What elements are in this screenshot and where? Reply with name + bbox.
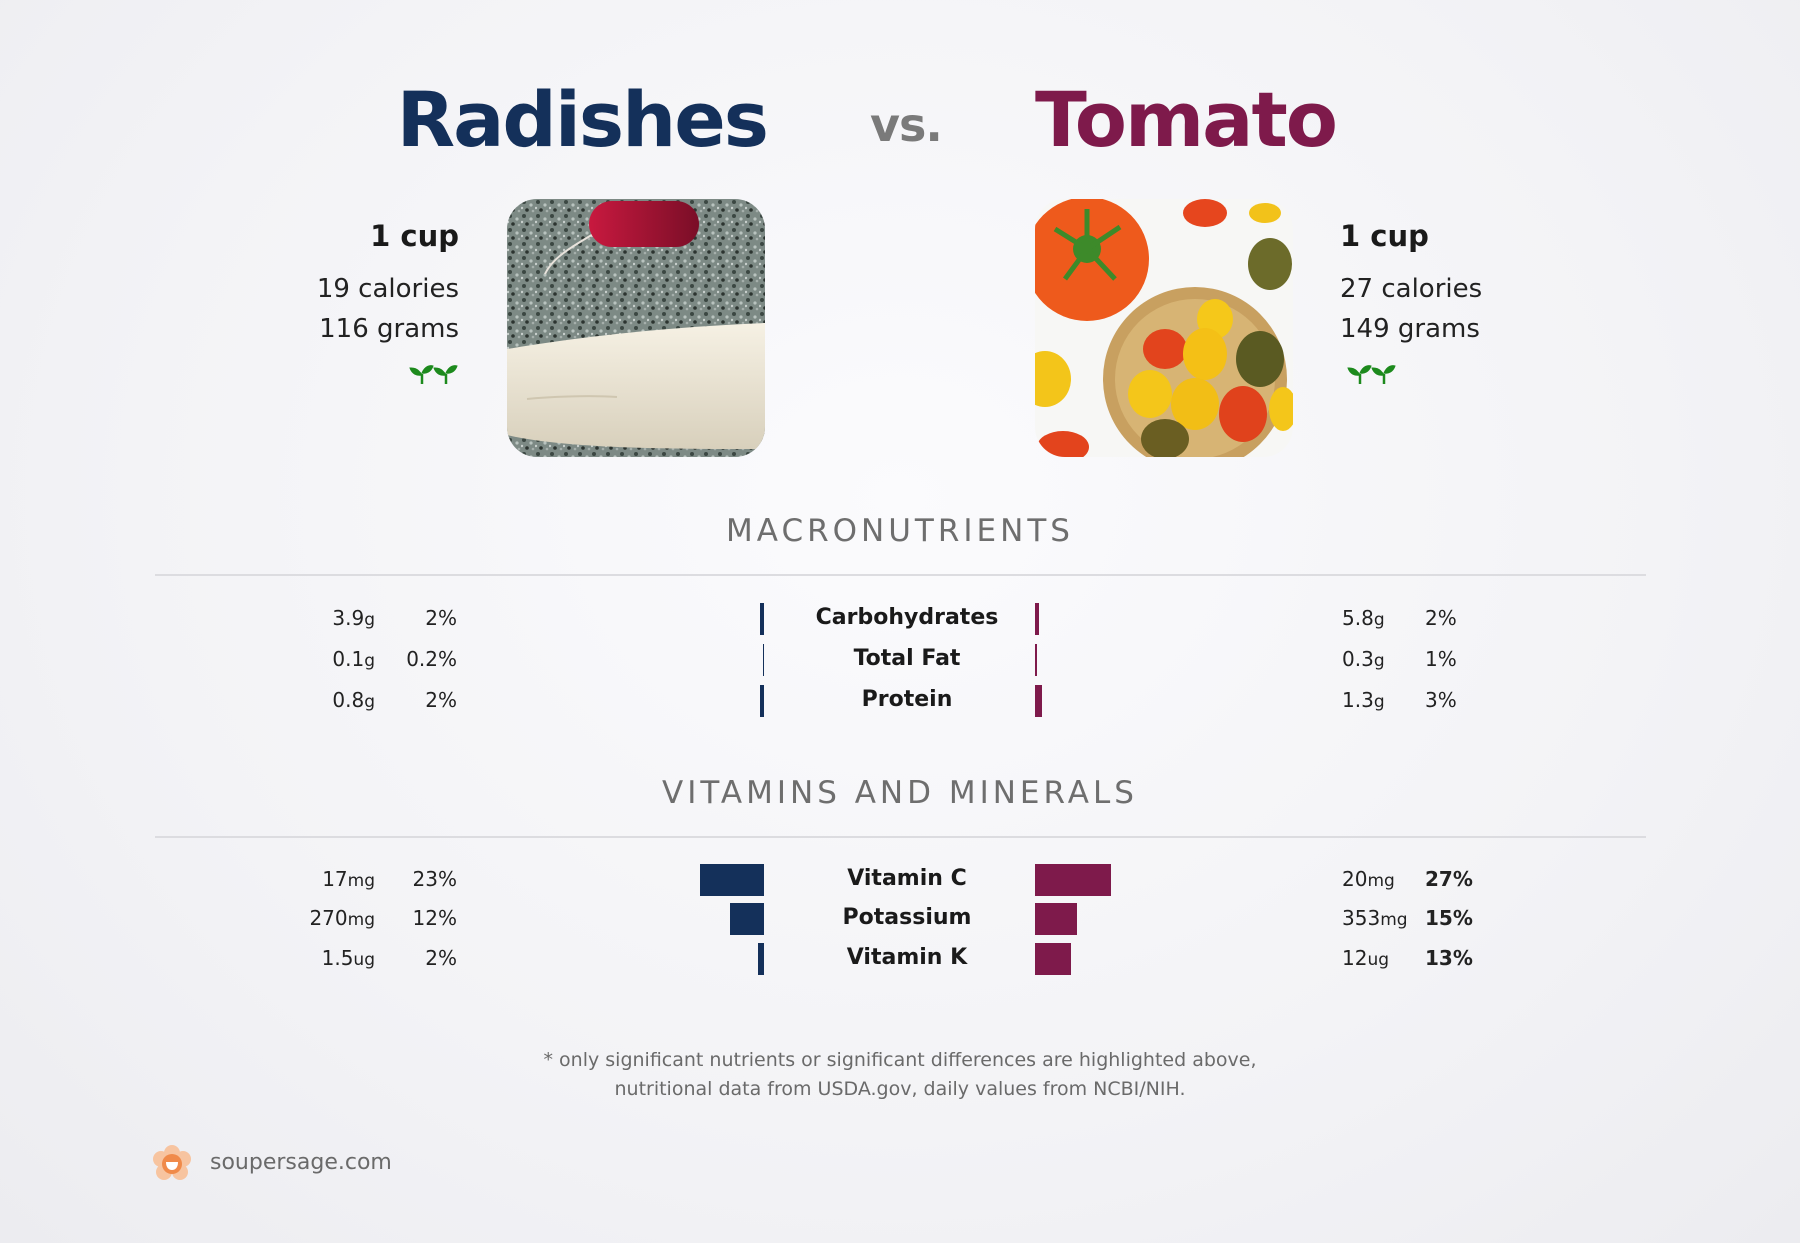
unit-label: ug (1367, 950, 1390, 970)
left-bar (758, 943, 764, 975)
unit-label: g (364, 651, 375, 671)
left-percent: 0.2% (406, 647, 457, 671)
left-calories: 19 calories (316, 274, 459, 304)
right-percent: 2% (1425, 606, 1457, 630)
nutrient-label: Vitamin K (846, 945, 968, 970)
unit-label: mg (347, 910, 375, 930)
right-amount: 12ug (1342, 946, 1390, 970)
footnote-line-2: nutritional data from USDA.gov, daily va… (614, 1078, 1186, 1100)
sprout-icon (1347, 365, 1396, 384)
divider (155, 574, 1646, 576)
right-amount: 0.3g (1342, 647, 1385, 671)
nutrient-label: Vitamin C (847, 866, 967, 891)
left-bar (699, 864, 764, 896)
left-percent: 2% (425, 688, 457, 712)
right-bar (1035, 603, 1040, 635)
unit-label: mg (347, 871, 375, 891)
left-percent: 23% (412, 867, 457, 891)
right-percent: 1% (1425, 647, 1457, 671)
left-amount: 0.1g (332, 647, 375, 671)
nutrient-label: Potassium (842, 905, 972, 930)
left-amount: 1.5ug (321, 946, 375, 970)
right-percent: 13% (1425, 946, 1473, 970)
left-percent: 2% (425, 606, 457, 630)
tomato-photo (1035, 199, 1293, 457)
sprout-icon (409, 365, 458, 384)
right-bar (1035, 903, 1077, 935)
soupersage-logo-icon (153, 1145, 191, 1180)
nutrient-label: Protein (861, 687, 953, 712)
divider (155, 836, 1646, 838)
vitamins-title: VITAMINS AND MINERALS (662, 775, 1138, 811)
left-bar (762, 644, 764, 676)
right-percent: 3% (1425, 688, 1457, 712)
left-bar (759, 603, 764, 635)
unit-label: g (1373, 610, 1385, 630)
left-percent: 12% (412, 906, 457, 930)
right-amount: 353mg (1342, 906, 1408, 930)
right-amount: 1.3g (1342, 688, 1385, 712)
left-serving: 1 cup (370, 219, 459, 253)
left-amount: 270mg (309, 906, 375, 930)
left-amount: 17mg (322, 867, 375, 891)
right-bar (1035, 864, 1111, 896)
macronutrients-title: MACRONUTRIENTS (726, 513, 1074, 549)
unit-label: ug (353, 950, 375, 970)
unit-label: mg (1367, 871, 1395, 891)
right-bar (1035, 685, 1042, 717)
right-calories: 27 calories (1340, 274, 1483, 304)
left-amount: 0.8g (332, 688, 375, 712)
nutrient-label: Carbohydrates (815, 605, 999, 630)
right-percent: 15% (1425, 906, 1473, 930)
right-grams: 149 grams (1340, 314, 1480, 344)
left-amount: 3.9g (332, 606, 375, 630)
unit-label: mg (1380, 910, 1408, 930)
left-percent: 2% (425, 946, 457, 970)
unit-label: g (1373, 692, 1385, 712)
unit-label: g (364, 692, 375, 712)
radish-photo (507, 199, 765, 457)
vs-label: vs. (870, 98, 943, 152)
left-food-title: Radishes (396, 75, 769, 164)
right-food-title: Tomato (1035, 75, 1338, 164)
left-bar (730, 903, 764, 935)
right-serving: 1 cup (1340, 219, 1429, 253)
right-bar (1035, 644, 1038, 676)
nutrient-label: Total Fat (853, 646, 961, 671)
unit-label: g (364, 610, 375, 630)
left-bar (759, 685, 764, 717)
right-percent: 27% (1425, 867, 1473, 891)
unit-label: g (1373, 651, 1385, 671)
right-amount: 20mg (1342, 867, 1395, 891)
brand-link[interactable]: soupersage.com (210, 1150, 392, 1175)
right-bar (1035, 943, 1072, 975)
left-grams: 116 grams (319, 314, 459, 344)
footnote: * only significant nutrients or signific… (0, 1046, 1800, 1104)
footnote-line-1: * only significant nutrients or signific… (543, 1049, 1257, 1071)
right-amount: 5.8g (1342, 606, 1385, 630)
